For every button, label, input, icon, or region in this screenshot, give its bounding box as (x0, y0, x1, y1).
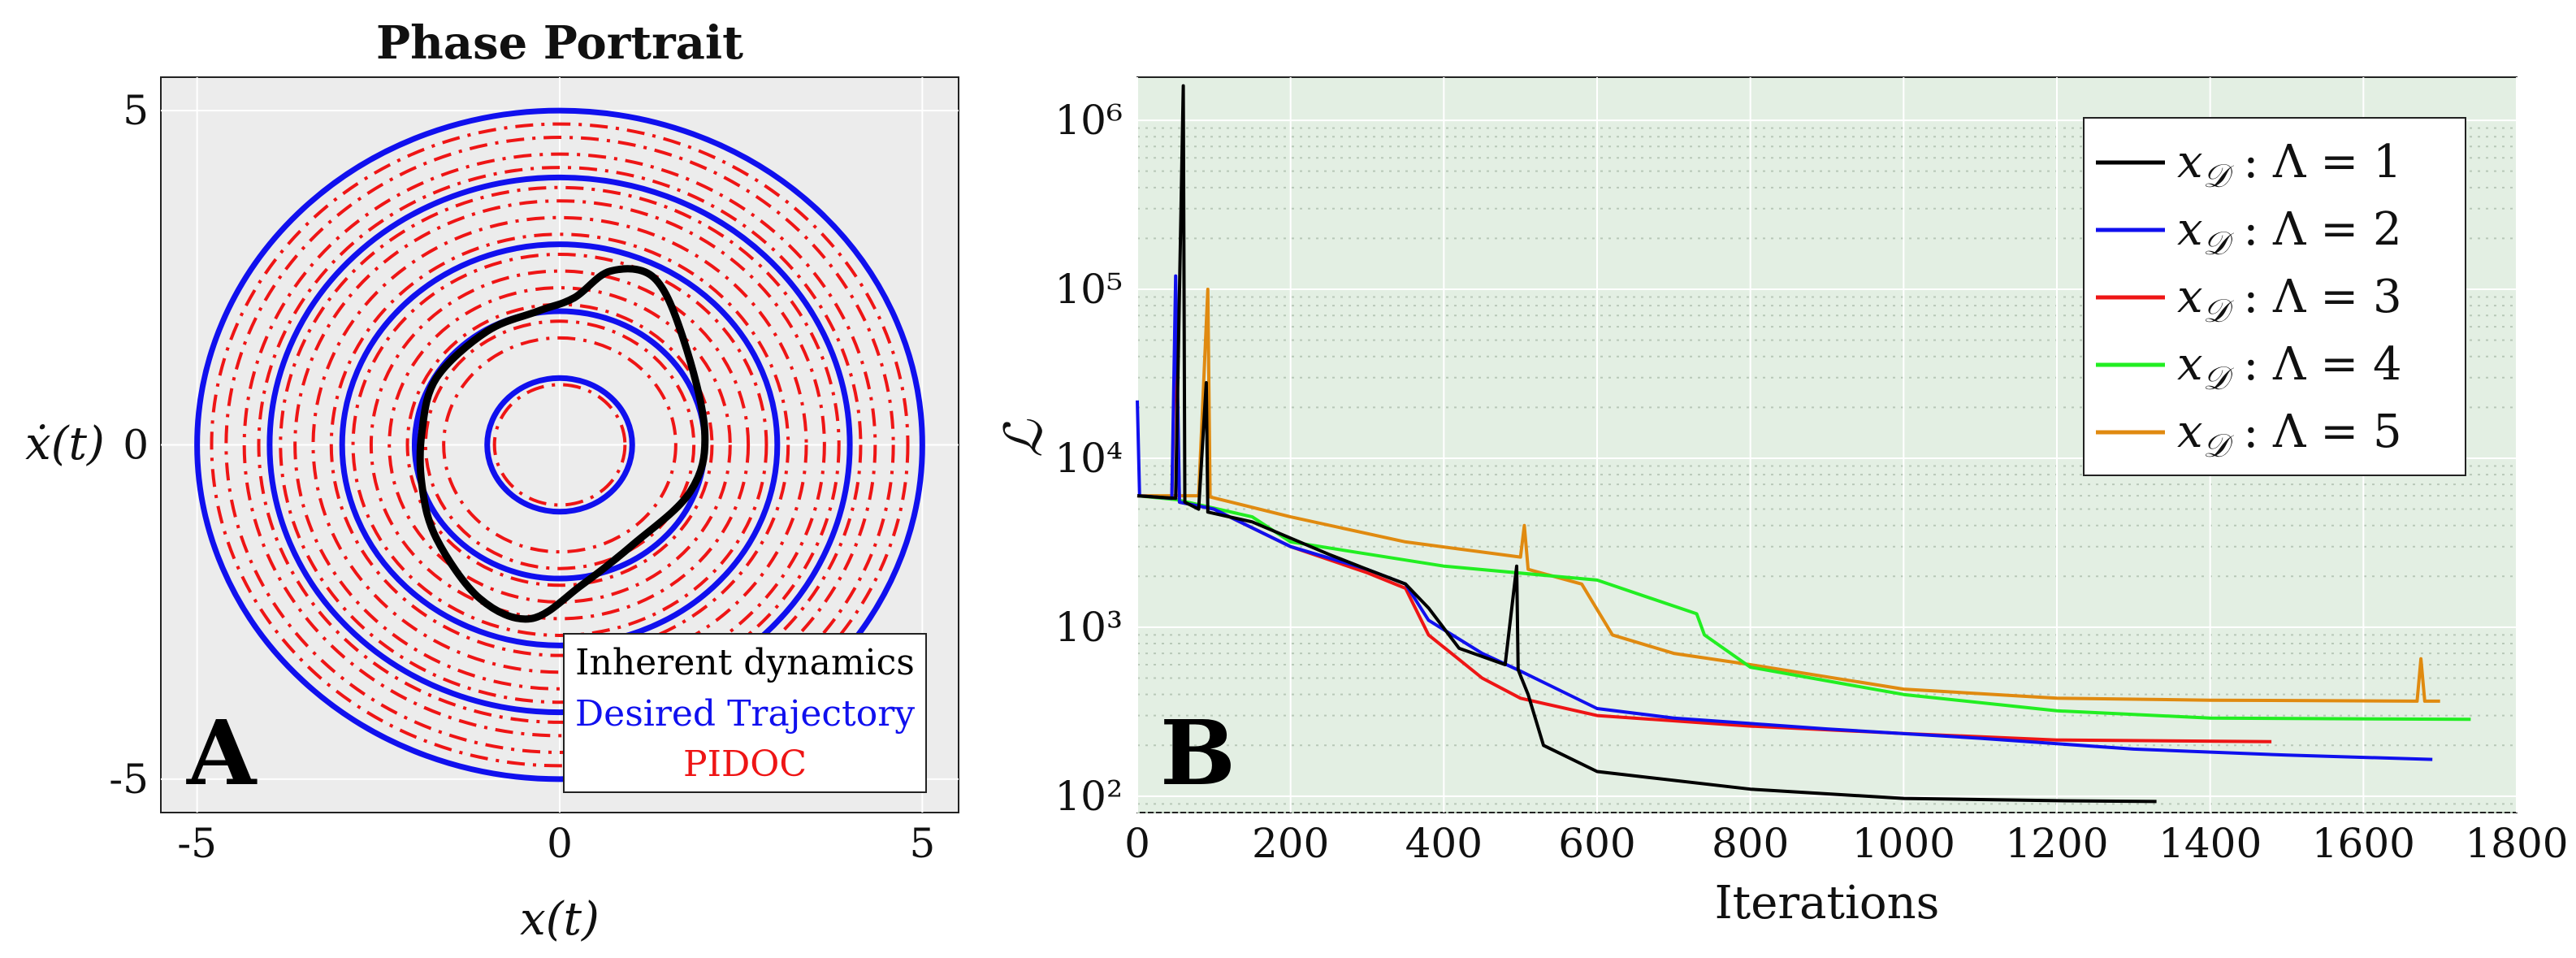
inherent-dynamics-curve (416, 265, 709, 623)
panel-label-a: A (186, 700, 258, 805)
pidoc-trajectory (279, 185, 841, 704)
loss-xtick-label: 1000 (1852, 820, 1955, 867)
panel-label-b: B (1160, 700, 1236, 805)
loss-legend-entry: x𝒟 : Λ = 1 (2177, 136, 2402, 195)
loss-ytick-label: 10² (1054, 773, 1123, 820)
pidoc-trajectory (210, 122, 910, 768)
pidoc-trajectory (329, 232, 790, 657)
loss-legend-entry: x𝒟 : Λ = 2 (2177, 203, 2402, 262)
loss-ytick-label: 10⁵ (1054, 266, 1123, 313)
pidoc-trajectory (257, 166, 863, 724)
desired-trajectory-circle (266, 174, 853, 716)
pidoc-trajectory (351, 253, 768, 637)
loss-ytick-label: 10⁴ (1054, 435, 1123, 482)
pidoc-trajectory (492, 383, 627, 507)
phase-portrait-legend-box (563, 633, 927, 793)
loss-xtick-label: 1200 (2005, 820, 2108, 867)
loss-ytick-label: 10³ (1054, 604, 1123, 651)
desired-trajectory-circle (484, 375, 635, 515)
desired-trajectory-circle (194, 107, 925, 782)
pidoc-trajectory (311, 215, 808, 674)
loss-series-line (1136, 494, 2471, 722)
legend-entry-desired-trajectory: Desired Trajectory (575, 693, 915, 735)
phase-ytick-label: 5 (123, 87, 149, 134)
loss-legend: x𝒟 : Λ = 1 x𝒟 : Λ = 2 x𝒟 : Λ = 3 x𝒟 : Λ = 4… (2083, 117, 2466, 476)
loss-xtick-label: 800 (1712, 820, 1789, 867)
phase-portrait-ticks: -5 0 5 5 0 -5 (109, 87, 935, 867)
loss-xtick-label: 0 (1124, 820, 1150, 867)
pidoc-trajectory (224, 136, 895, 754)
phase-portrait-ylabel: ẋ(t) (25, 418, 105, 470)
loss-ytick-label: 10⁶ (1054, 97, 1123, 144)
pidoc-trajectory (442, 336, 678, 554)
loss-ticks: 10² 10³ 10⁴ 10⁵ 10⁶ 0 200 400 600 800 1000 1200 1400… (1054, 97, 2568, 867)
legend-entry-pidoc: PIDOC (683, 743, 807, 785)
pidoc-trajectory (242, 152, 877, 738)
loss-series-line (1136, 84, 2157, 804)
loss-legend-entry: x𝒟 : Λ = 3 (2177, 271, 2402, 330)
loss-legend-entry: x𝒟 : Λ = 4 (2177, 338, 2402, 397)
phase-xtick-label: 0 (547, 820, 573, 867)
loss-xtick-label: 400 (1405, 820, 1483, 867)
loss-xtick-label: 1400 (2158, 820, 2262, 867)
legend-entry-inherent-dynamics: Inherent dynamics (575, 642, 915, 683)
loss-xtick-label: 1600 (2312, 820, 2415, 867)
loss-xtick-label: 200 (1252, 820, 1329, 867)
desired-trajectory-circle (339, 241, 781, 648)
pidoc-trajectory (387, 286, 732, 604)
loss-xtick-label: 1800 (2465, 820, 2568, 867)
loss-series-line (1136, 274, 2433, 761)
loss-legend-entry: x𝒟 : Λ = 5 (2177, 405, 2402, 465)
loss-series-line (1137, 288, 2440, 703)
phase-ytick-label: -5 (109, 756, 149, 803)
loss-chart: 10² 10³ 10⁴ 10⁵ 10⁶ 0 200 400 600 800 1000 1200 1400… (994, 76, 2569, 930)
pidoc-trajectory (369, 269, 751, 621)
pidoc-trajectory (423, 319, 696, 570)
phase-portrait-xlabel: x(t) (520, 893, 600, 946)
loss-series (1136, 84, 2471, 804)
pidoc-trajectory (293, 199, 826, 691)
phase-portrait-chart: -5 0 5 5 0 -5 Phase Portrait x(t) ẋ(t) Inhere… (25, 16, 959, 946)
loss-xtick-label: 600 (1558, 820, 1635, 867)
phase-portrait-legend: Inherent dynamics Desired Trajectory PID… (563, 633, 927, 793)
loss-xlabel: Iterations (1715, 877, 1940, 930)
phase-portrait-series (194, 107, 925, 782)
loss-ylabel: ℒ (994, 418, 1054, 457)
phase-xtick-label: -5 (177, 820, 217, 867)
phase-xtick-label: 5 (909, 820, 935, 867)
phase-ytick-label: 0 (123, 422, 149, 469)
phase-portrait-title: Phase Portrait (376, 16, 743, 70)
